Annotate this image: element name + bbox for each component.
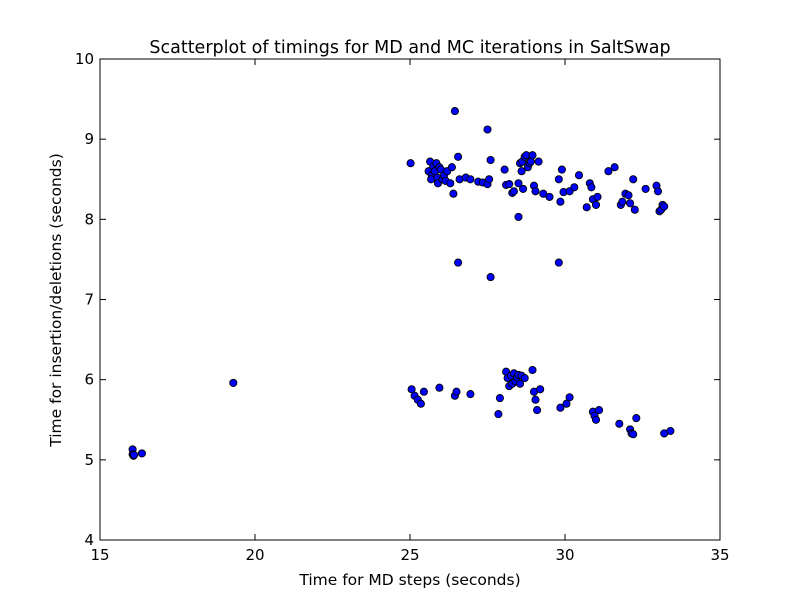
data-point-89: [554, 258, 563, 267]
data-point-77: [629, 175, 638, 184]
y-tick-label-7: 7: [84, 291, 94, 309]
data-point-66: [587, 183, 596, 192]
data-points: [128, 107, 675, 460]
data-point-100: [495, 394, 504, 403]
data-point-88: [486, 273, 495, 282]
data-point-128: [629, 430, 638, 439]
x-axis-label: Time for MD steps (seconds): [298, 571, 520, 589]
data-point-68: [591, 200, 601, 209]
data-point-120: [565, 393, 574, 402]
y-tick-label-6: 6: [84, 371, 94, 389]
data-point-73: [618, 197, 627, 206]
data-point-70: [604, 167, 613, 176]
data-point-38: [505, 180, 514, 189]
data-point-58: [556, 197, 565, 206]
data-point-25: [454, 152, 463, 161]
data-point-75: [624, 191, 633, 200]
data-point-131: [666, 426, 675, 436]
data-point-50: [528, 151, 537, 160]
data-point-112: [520, 374, 529, 383]
x-tick-label-30: 30: [555, 546, 574, 564]
data-point-79: [641, 184, 650, 193]
data-point-110: [515, 379, 525, 388]
data-point-85: [660, 202, 669, 211]
data-point-86: [514, 212, 523, 221]
data-point-36: [500, 165, 509, 174]
y-tick-label-4: 4: [84, 531, 94, 549]
data-point-99: [494, 410, 503, 419]
data-point-56: [545, 192, 554, 201]
data-point-4: [137, 449, 146, 458]
data-point-63: [574, 171, 584, 180]
data-point-129: [632, 414, 641, 423]
data-point-35: [483, 125, 492, 134]
data-point-81: [653, 187, 663, 196]
data-point-94: [419, 387, 428, 396]
data-point-57: [554, 175, 563, 184]
data-point-41: [514, 179, 523, 188]
data-point-115: [531, 395, 540, 404]
data-point-76: [626, 199, 635, 208]
chart-title: Scatterplot of timings for MD and MC ite…: [149, 38, 670, 58]
data-point-95: [435, 383, 444, 392]
data-point-71: [610, 163, 619, 172]
data-point-55: [519, 184, 528, 193]
data-point-33: [486, 155, 495, 165]
data-point-40: [509, 187, 518, 196]
y-tick-label-5: 5: [84, 451, 94, 469]
y-tick-label-8: 8: [84, 210, 94, 228]
data-point-5: [229, 378, 238, 387]
data-point-119: [562, 399, 571, 408]
data-point-118: [556, 403, 565, 412]
y-tick-label-10: 10: [75, 50, 94, 68]
data-point-87: [454, 258, 463, 267]
data-point-24: [449, 189, 458, 198]
data-point-53: [534, 157, 543, 166]
y-tick-label-9: 9: [84, 130, 94, 148]
axis-ticks: 15 20 25 30 35 4 5 6 7 8 9 10: [75, 50, 730, 564]
x-tick-label-15: 15: [90, 546, 109, 564]
data-point-32: [485, 175, 494, 184]
y-axis-label: Time for insertion/deletions (seconds): [47, 153, 65, 448]
x-tick-label-35: 35: [710, 546, 729, 564]
data-point-23: [447, 163, 456, 172]
data-point-43: [517, 167, 526, 176]
data-point-93: [416, 399, 425, 408]
data-point-28: [466, 175, 475, 184]
x-tick-label-25: 25: [400, 546, 419, 564]
data-point-69: [593, 192, 602, 201]
data-point-52: [531, 187, 540, 196]
data-point-116: [533, 406, 542, 415]
data-point-34: [450, 107, 459, 116]
data-point-90: [407, 385, 416, 394]
x-tick-label-20: 20: [245, 546, 264, 564]
data-point-64: [582, 203, 591, 212]
data-point-6: [406, 159, 415, 168]
data-point-124: [595, 406, 604, 415]
data-point-113: [528, 365, 537, 375]
data-point-117: [536, 385, 545, 394]
data-point-78: [630, 205, 639, 214]
data-point-123: [591, 415, 601, 424]
data-point-22: [446, 179, 455, 188]
data-point-59: [557, 165, 566, 174]
data-point-3: [130, 450, 139, 460]
data-point-98: [466, 390, 475, 399]
data-point-62: [570, 183, 579, 192]
data-point-54: [539, 189, 548, 198]
data-point-97: [452, 387, 461, 396]
data-point-125: [615, 419, 624, 428]
